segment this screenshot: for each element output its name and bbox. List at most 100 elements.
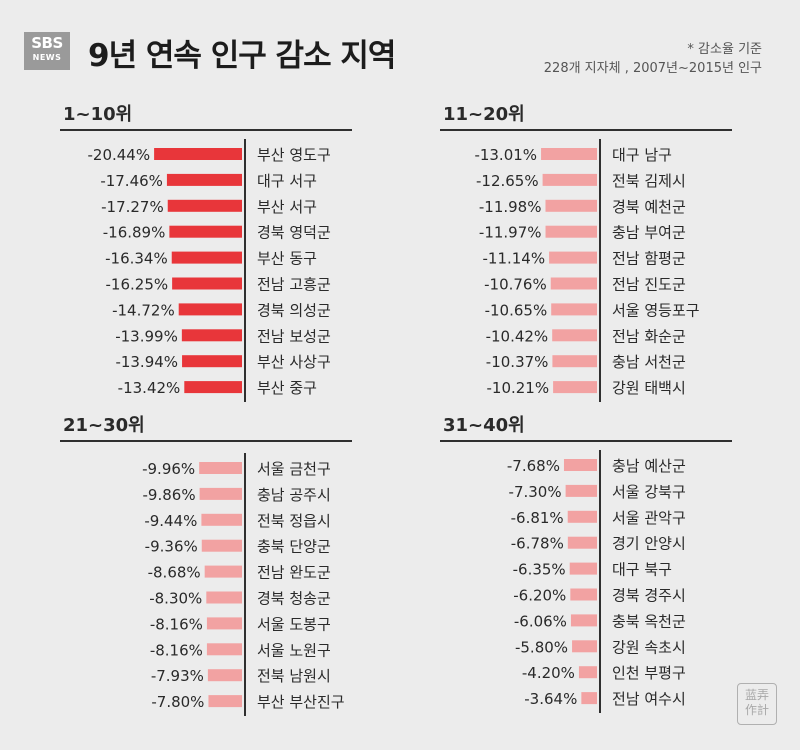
sbs-news-logo: SBS NEWS bbox=[24, 32, 70, 70]
bar bbox=[570, 588, 597, 601]
bar bbox=[181, 329, 242, 342]
value-label: -10.42% bbox=[486, 327, 549, 345]
bar bbox=[549, 251, 597, 264]
bar bbox=[172, 277, 242, 290]
bar bbox=[166, 173, 242, 186]
value-label: -10.76% bbox=[484, 276, 547, 294]
category-label: 충남 부여군 bbox=[612, 224, 686, 242]
value-label: -13.94% bbox=[115, 353, 178, 371]
category-label: 서울 강북구 bbox=[612, 483, 686, 501]
category-label: 서울 금천구 bbox=[257, 460, 331, 478]
bar bbox=[567, 510, 597, 523]
panel-title: 11~20위 bbox=[443, 104, 525, 125]
category-label: 대구 북구 bbox=[612, 561, 672, 579]
bar bbox=[545, 225, 597, 238]
value-label: -13.01% bbox=[474, 146, 537, 164]
value-label: -14.72% bbox=[112, 301, 175, 319]
value-label: -20.44% bbox=[87, 146, 150, 164]
category-label: 강원 태백시 bbox=[612, 379, 686, 397]
category-label: 충남 공주시 bbox=[257, 486, 331, 504]
category-label: 전남 화순군 bbox=[612, 327, 686, 345]
value-label: -13.42% bbox=[118, 379, 181, 397]
category-label: 강원 속초시 bbox=[612, 638, 686, 656]
value-label: -3.64% bbox=[524, 690, 577, 708]
value-label: -9.86% bbox=[143, 486, 196, 504]
category-label: 부산 중구 bbox=[257, 379, 317, 397]
stamp-bottom: 作計 bbox=[744, 703, 769, 717]
category-label: 경북 청송군 bbox=[257, 590, 331, 608]
bar bbox=[199, 487, 242, 500]
value-label: -8.16% bbox=[150, 615, 203, 633]
category-label: 전북 김제시 bbox=[612, 172, 686, 190]
bar bbox=[201, 539, 242, 552]
subtitle-note: * 감소율 기준 bbox=[687, 42, 762, 57]
subtitle: * 감소율 기준 228개 지자체 , 2007년~2015년 인구 bbox=[544, 40, 762, 78]
bar bbox=[553, 381, 597, 394]
category-label: 경북 경주시 bbox=[612, 587, 686, 605]
value-label: -6.81% bbox=[511, 509, 564, 527]
bar bbox=[184, 381, 242, 394]
category-label: 서울 도봉구 bbox=[257, 615, 331, 633]
bar bbox=[541, 148, 597, 160]
subtitle-source: 228개 지자체 , 2007년~2015년 인구 bbox=[543, 61, 762, 76]
category-label: 전남 여수시 bbox=[612, 690, 686, 708]
value-label: -9.44% bbox=[144, 512, 197, 530]
bar bbox=[199, 462, 242, 474]
stamp-top: 蓝弄 bbox=[744, 688, 769, 702]
bar bbox=[154, 148, 242, 160]
bar bbox=[207, 669, 242, 682]
bar bbox=[567, 536, 597, 549]
bar bbox=[563, 459, 597, 471]
category-label: 서울 관악구 bbox=[612, 509, 686, 527]
category-label: 전남 함평군 bbox=[612, 250, 686, 268]
category-label: 서울 영등포구 bbox=[612, 301, 700, 319]
bar bbox=[182, 355, 242, 368]
category-label: 전남 보성군 bbox=[257, 327, 331, 345]
bar bbox=[551, 303, 597, 316]
category-label: 부산 서구 bbox=[257, 198, 317, 216]
page-title: 9년 연속 인구 감소 지역 bbox=[88, 38, 396, 74]
bar bbox=[550, 277, 597, 290]
value-label: -6.78% bbox=[511, 535, 564, 553]
category-label: 전북 정읍시 bbox=[257, 512, 331, 530]
bar bbox=[206, 591, 242, 604]
author-stamp: 蓝弄 作計 bbox=[737, 683, 777, 725]
category-label: 인천 부평구 bbox=[612, 664, 686, 682]
value-label: -10.21% bbox=[486, 379, 549, 397]
category-label: 충남 서천군 bbox=[612, 353, 686, 371]
value-label: -10.37% bbox=[486, 353, 549, 371]
value-label: -16.25% bbox=[106, 276, 169, 294]
panel-title: 21~30위 bbox=[63, 415, 145, 436]
value-label: -17.46% bbox=[100, 172, 163, 190]
logo-text-bottom: NEWS bbox=[32, 53, 62, 62]
bar bbox=[565, 484, 597, 497]
value-label: -13.99% bbox=[115, 327, 178, 345]
panel-title: 31~40위 bbox=[443, 415, 525, 436]
value-label: -16.89% bbox=[103, 224, 166, 242]
bar bbox=[167, 199, 242, 212]
bar bbox=[201, 513, 242, 526]
value-label: -7.68% bbox=[507, 457, 560, 475]
value-label: -11.97% bbox=[479, 224, 542, 242]
category-label: 경기 안양시 bbox=[612, 535, 686, 553]
category-label: 경북 예천군 bbox=[612, 198, 686, 216]
category-label: 충북 옥천군 bbox=[612, 612, 686, 630]
bar bbox=[204, 565, 242, 578]
value-label: -11.98% bbox=[479, 198, 542, 216]
category-label: 충남 예산군 bbox=[612, 457, 686, 475]
category-label: 부산 동구 bbox=[257, 250, 317, 268]
value-label: -7.80% bbox=[151, 693, 204, 711]
bar bbox=[552, 329, 597, 342]
value-label: -9.96% bbox=[142, 460, 195, 478]
value-label: -8.68% bbox=[148, 564, 201, 582]
bar bbox=[206, 617, 242, 630]
value-label: -8.16% bbox=[150, 641, 203, 659]
category-label: 부산 부산진구 bbox=[257, 693, 345, 711]
category-label: 부산 영도구 bbox=[257, 146, 331, 164]
logo-text-top: SBS bbox=[31, 34, 63, 52]
bar bbox=[206, 643, 242, 656]
value-label: -7.30% bbox=[509, 483, 562, 501]
value-label: -6.20% bbox=[513, 587, 566, 605]
value-label: -12.65% bbox=[476, 172, 539, 190]
bar bbox=[570, 614, 597, 627]
